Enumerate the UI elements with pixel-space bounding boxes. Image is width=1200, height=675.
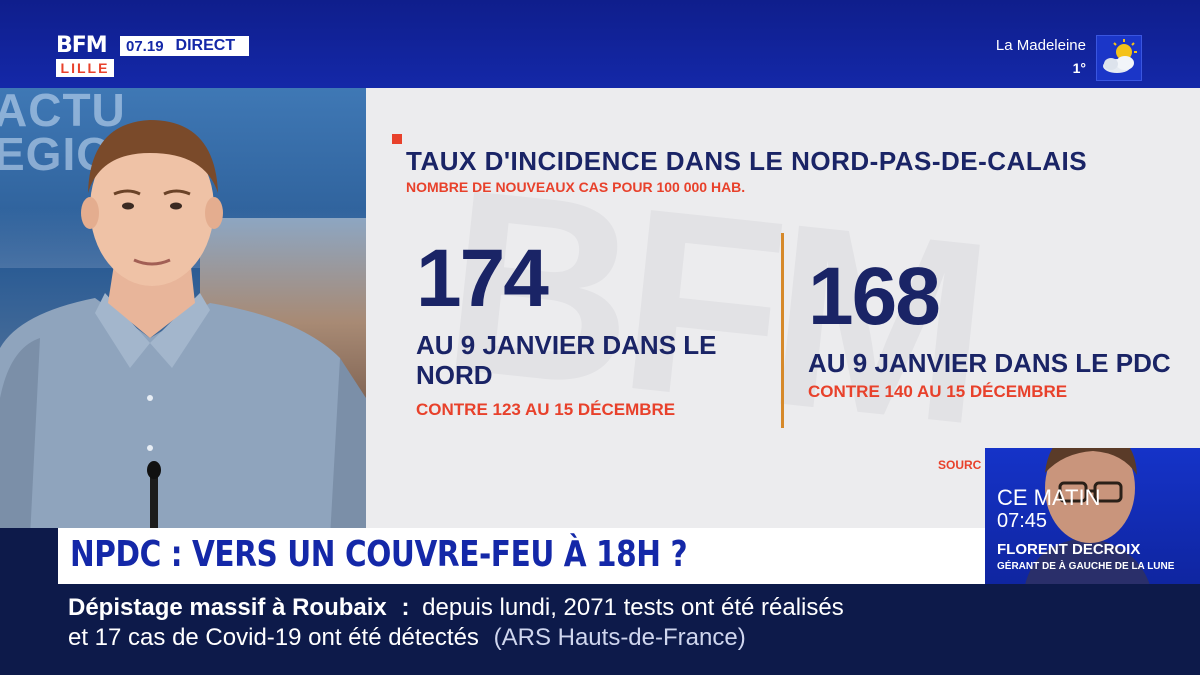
ticker-text-2: et 17 cas de Covid-19 ont été détectés [68,624,479,651]
ticker-source: (ARS Hauts-de-France) [493,624,746,651]
clock-time: 07.19 [126,37,164,55]
ticker-line-1: Dépistage massif à Roubaix : depuis lund… [68,594,844,622]
presenter-figure [0,120,366,528]
title-marker [392,134,402,144]
stat-pdc: 168 AU 9 JANVIER DANS LE PDC CONTRE 140 … [808,256,1200,402]
clock-badge: 07.19 DIRECT [120,36,250,56]
ticker-label: Dépistage massif à Roubaix [68,594,387,621]
stat-nord: 174 AU 9 JANVIER DANS LE NORD CONTRE 123… [416,238,766,420]
logo-main: BFM [56,33,108,58]
weather-widget: La Madeleine 1° [972,35,1142,83]
guest-name: FLORENT DECROIX [997,541,1141,558]
channel-logo: BFM LILLE [56,34,114,82]
guest-role: GÉRANT DE À GAUCHE DE LA LUNE [997,561,1175,572]
studio-background: ACTU EGION [0,88,366,528]
stat-description: AU 9 JANVIER DANS LE NORD [416,330,717,390]
headline-strip: NPDC : VERS UN COUVRE-FEU À 18H ? [58,528,985,584]
guest-time: 07:45 [997,510,1048,532]
guest-program: CE MATIN [997,485,1101,510]
weather-location: La Madeleine [995,37,1086,54]
news-ticker: Dépistage massif à Roubaix : depuis lund… [0,584,1200,675]
ticker-separator: : [401,594,410,621]
weather-temperature: 1° [1072,60,1086,76]
infographic-subtitle: NOMBRE DE NOUVEAUX CAS POUR 100 000 HAB. [406,179,746,195]
stat-comparison: CONTRE 123 AU 15 DÉCEMBRE [416,400,676,419]
infographic-title: TAUX D'INCIDENCE DANS LE NORD-PAS-DE-CAL… [406,146,1088,176]
ticker-line-2: et 17 cas de Covid-19 ont été détectés (… [68,624,746,652]
partly-cloudy-sun-icon [1096,35,1142,81]
stat-description: AU 9 JANVIER DANS LE PDC [808,348,1171,378]
source-label: SOURC [938,458,982,472]
stat-value: 174 [416,233,549,324]
infographic-panel: BFM TAUX D'INCIDENCE DANS LE NORD-PAS-DE… [366,88,1200,528]
guest-photo [1025,448,1150,585]
stat-value: 168 [808,251,941,342]
backdrop-text-line-1: ACTU [0,88,126,136]
stat-comparison: CONTRE 140 AU 15 DÉCEMBRE [808,382,1068,401]
headline-text: NPDC : VERS UN COUVRE-FEU À 18H ? [70,534,688,575]
logo-city: LILLE [56,59,114,77]
live-label: DIRECT [175,37,236,54]
guest-inset: CE MATIN 07:45 FLORENT DECROIX GÉRANT DE… [985,448,1200,585]
ticker-text-1: depuis lundi, 2071 tests ont été réalisé… [422,594,844,621]
stat-divider [781,233,784,428]
top-bar: BFM LILLE 07.19 DIRECT La Madeleine 1° [0,0,1200,88]
